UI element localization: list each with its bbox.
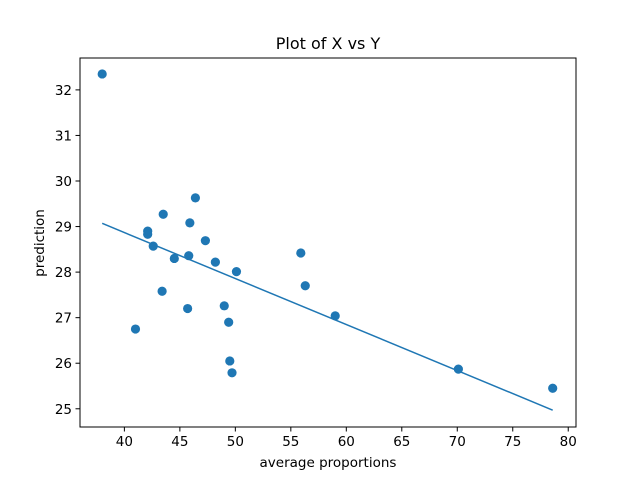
scatter-point: [296, 248, 306, 258]
x-tick-label: 45: [171, 434, 188, 450]
y-tick-label: 29: [55, 220, 72, 236]
y-tick-label: 31: [55, 128, 72, 144]
y-axis-label: prediction: [32, 209, 48, 277]
axes-layer: 40 45 50 55 60 65 70 75 80 25 26 27 28 29 30 31 32: [55, 83, 577, 450]
y-tick-label: 26: [55, 356, 72, 372]
scatter-point: [231, 267, 242, 277]
plot-frame: [79, 57, 577, 428]
x-tick-label: 75: [504, 434, 521, 450]
x-tick-label: 50: [227, 434, 244, 450]
scatter-point: [157, 286, 167, 296]
scatter-point: [97, 69, 107, 79]
scatter-point: [130, 324, 141, 334]
y-tick-label: 32: [55, 83, 72, 99]
x-tick-label: 70: [449, 434, 466, 450]
x-tick-label: 40: [116, 434, 133, 450]
x-axis-label: average proportions: [260, 455, 397, 471]
scatter-point: [225, 356, 235, 366]
scatter-point: [143, 229, 153, 239]
x-tick-label: 80: [560, 434, 577, 450]
y-tick-label: 28: [55, 265, 72, 281]
scatter-point: [185, 218, 195, 228]
scatter-point: [330, 311, 340, 321]
scatter-point: [183, 303, 193, 314]
scatter-point: [300, 281, 310, 291]
x-tick-label: 60: [338, 434, 355, 450]
x-tick-label: 65: [393, 434, 410, 450]
scatter-point: [210, 257, 220, 267]
y-tick-label: 25: [55, 402, 72, 418]
scatter-point: [190, 193, 201, 203]
scatter-point: [224, 317, 234, 327]
scatter-point: [169, 253, 179, 264]
scatter-point: [548, 383, 558, 393]
scatter-point: [200, 236, 210, 246]
regression-line: [101, 222, 553, 411]
plot-layer: [97, 69, 558, 411]
chart-title: Plot of X vs Y: [276, 34, 381, 53]
scatter-point: [227, 368, 237, 378]
x-tick-label: 55: [282, 434, 299, 450]
y-tick-label: 30: [55, 174, 72, 190]
y-tick-label: 27: [55, 311, 72, 327]
scatter-point: [158, 209, 168, 219]
scatter-point: [219, 301, 229, 311]
